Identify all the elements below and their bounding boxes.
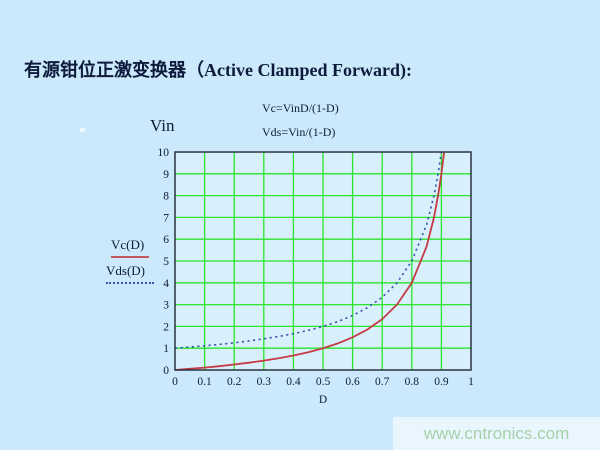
x-tick-label: 0.6 bbox=[345, 376, 360, 388]
watermark-text: www.cntronics.com bbox=[423, 423, 570, 443]
x-tick-label: 0.2 bbox=[227, 376, 242, 388]
x-tick-label: 1 bbox=[468, 376, 474, 388]
x-tick-label: 0.4 bbox=[286, 376, 301, 388]
y-tick-label: 9 bbox=[163, 169, 169, 181]
legend-line-sample-vds bbox=[106, 282, 154, 284]
legend-label-vc: Vc(D) bbox=[111, 237, 145, 252]
y-tick-label: 7 bbox=[163, 212, 169, 224]
y-tick-label: 4 bbox=[163, 278, 169, 290]
slide-title: 有源钳位正激变换器（Active Clamped Forward): bbox=[24, 60, 412, 80]
plot-frame bbox=[174, 151, 472, 371]
voltage-stress-chart: 0 0.1 0.2 0.3 0.4 0.5 0.6 0.7 0.8 0.9 101234567891… bbox=[158, 147, 475, 406]
x-tick-label: 0.9 bbox=[434, 376, 449, 388]
y-tick-label: 5 bbox=[163, 256, 169, 268]
formula-vds: Vds=Vin/(1-D) bbox=[262, 125, 336, 139]
y-tick-label: 2 bbox=[163, 321, 169, 333]
watermark-strip: www.cntronics.com bbox=[393, 417, 600, 450]
x-axis-label: D bbox=[319, 394, 327, 406]
legend-line-sample-vc bbox=[111, 256, 149, 258]
x-tick-label: 0.5 bbox=[316, 376, 331, 388]
formula-vc: Vc=VinD/(1-D) bbox=[262, 101, 339, 115]
y-tick-label: 10 bbox=[158, 147, 170, 159]
curve-vcd bbox=[174, 151, 445, 371]
vin-axis-unit-label: Vin bbox=[150, 116, 175, 135]
y-tick-label: 1 bbox=[163, 343, 169, 355]
y-tick-label: 0 bbox=[163, 365, 169, 377]
x-tick-label: 0 bbox=[172, 376, 178, 388]
y-tick-label: 3 bbox=[163, 300, 169, 312]
x-tick-label: 0.7 bbox=[375, 376, 390, 388]
y-tick-label: 8 bbox=[163, 191, 169, 203]
x-tick-label: 0.8 bbox=[405, 376, 420, 388]
bullet-dot bbox=[80, 128, 85, 132]
y-tick-label: 6 bbox=[163, 234, 169, 246]
x-tick-label: 0.1 bbox=[197, 376, 212, 388]
x-tick-label: 0.3 bbox=[257, 376, 272, 388]
legend-label-vds: Vds(D) bbox=[106, 263, 145, 278]
